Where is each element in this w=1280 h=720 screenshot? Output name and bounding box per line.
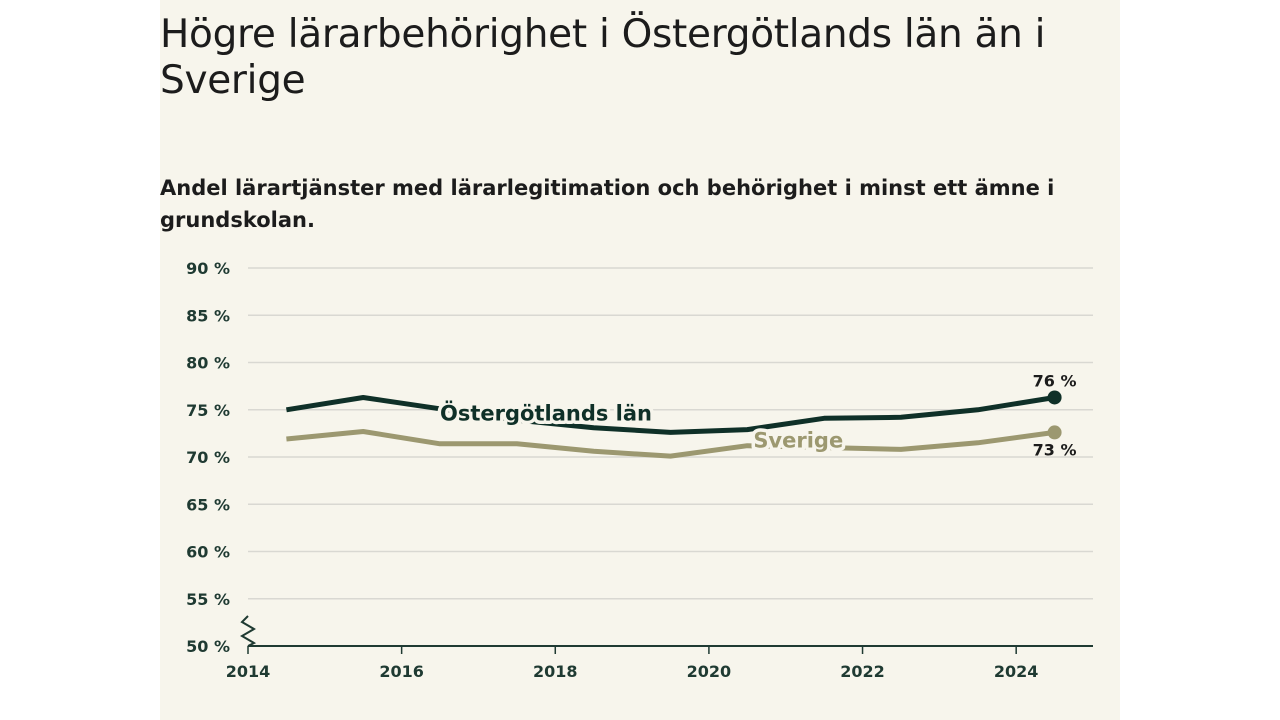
y-tick-label: 65 % xyxy=(186,495,230,514)
series-line xyxy=(286,429,1055,459)
chart-panel: Högre lärarbehörighet i Östergötlands lä… xyxy=(160,0,1120,720)
y-tick-label: 80 % xyxy=(186,354,230,373)
axis-break-icon xyxy=(240,615,257,647)
chart-title: Högre lärarbehörighet i Östergötlands lä… xyxy=(160,12,1046,103)
x-tick-label: 2024 xyxy=(994,662,1039,681)
y-tick-label: 75 % xyxy=(186,401,230,420)
y-tick-label: 70 % xyxy=(186,448,230,467)
x-tick-label: 2022 xyxy=(840,662,885,681)
x-tick-label: 2016 xyxy=(379,662,424,681)
line-chart: 50 % 55 % 60 % 65 % 70 % 75 % 80 % 85 % 90 % 2014… xyxy=(186,259,1093,681)
series-end-point xyxy=(1047,425,1062,440)
data-label: 76 % xyxy=(1033,371,1077,390)
series-label-halo: Östergötlands län xyxy=(440,401,652,426)
series-label: Östergötlands län xyxy=(440,401,652,426)
data-label: 73 % xyxy=(1033,440,1077,459)
chart-subtitle: Andel lärartjänster med lärarlegitimatio… xyxy=(160,176,1055,232)
y-tick-label: 85 % xyxy=(186,306,230,325)
series-end-point xyxy=(1047,390,1062,405)
x-tick-label: 2018 xyxy=(533,662,578,681)
x-tick-label: 2014 xyxy=(226,662,271,681)
series-label-halo: Sverige xyxy=(753,429,843,453)
series-line xyxy=(286,395,1055,435)
y-tick-label: 60 % xyxy=(186,543,230,562)
y-tick-label: 90 % xyxy=(186,259,230,278)
y-tick-label: 55 % xyxy=(186,590,230,609)
x-tick-label: 2020 xyxy=(687,662,732,681)
series-label: Sverige xyxy=(753,429,843,453)
y-tick-label: 50 % xyxy=(186,637,230,656)
